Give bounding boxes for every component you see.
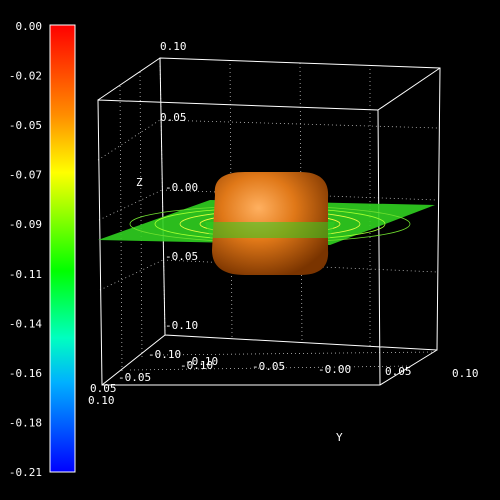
colorbar-label: -0.14 <box>9 317 42 330</box>
z-tick-label: -0.00 <box>165 181 198 194</box>
colorbar-label: -0.18 <box>9 416 42 429</box>
colorbar-label: -0.21 <box>9 466 42 479</box>
colorbar-label: -0.11 <box>9 268 42 281</box>
colorbar <box>49 24 76 473</box>
labels: Z Y <box>136 176 343 444</box>
y-tick-label: -0.00 <box>318 363 351 376</box>
colorbar-label: -0.02 <box>9 70 42 83</box>
slice-plane-front <box>205 222 335 238</box>
z-tick-label: -0.05 <box>165 250 198 263</box>
colorbar-label: 0.00 <box>16 20 43 33</box>
x-tick-label: -0.10 <box>148 348 181 361</box>
x-tick-label: 0.10 <box>88 394 115 407</box>
box <box>97 57 441 386</box>
colorbar-label: -0.09 <box>9 218 42 231</box>
y-axis-label: Y <box>336 431 343 444</box>
y-tick-label: 0.05 <box>385 365 412 378</box>
y-tick-label: 0.10 <box>452 367 479 380</box>
x-tick-label: -0.10 <box>180 359 213 372</box>
y-tick-label: -0.10 <box>185 355 218 368</box>
colorbar-label: -0.07 <box>9 169 42 182</box>
x-tick-label: -0.05 <box>118 371 151 384</box>
z-tick-label: -0.10 <box>165 319 198 332</box>
z-tick-label: 0.10 <box>160 40 187 53</box>
z-tick-label: 0.05 <box>160 111 187 124</box>
y-tick-label: -0.05 <box>252 360 285 373</box>
z-axis-label: Z <box>136 176 143 189</box>
colorbar-label: -0.05 <box>9 119 42 132</box>
colorbar-label: -0.16 <box>9 367 42 380</box>
x-tick-label: 0.05 <box>90 382 117 395</box>
